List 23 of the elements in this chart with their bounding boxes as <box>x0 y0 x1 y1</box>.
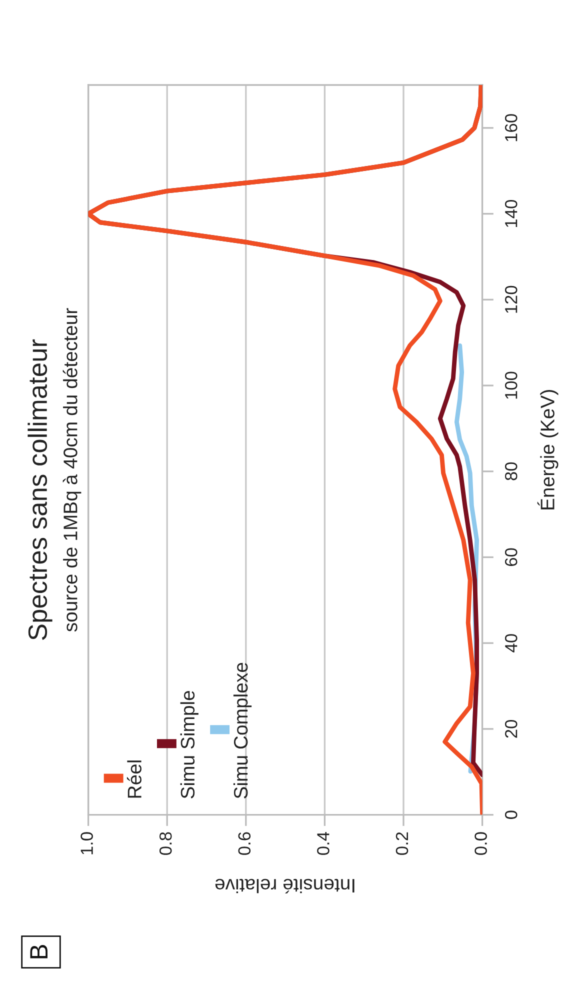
y-tick-label: 120 <box>504 286 518 313</box>
x-tick-label: 0.0 <box>474 832 487 855</box>
y-tick-label: 160 <box>504 114 518 142</box>
x-tick-label: 0.6 <box>238 832 251 855</box>
x-tick-label: 0.8 <box>159 832 172 855</box>
x-tick-label: 0.2 <box>396 832 408 855</box>
y-tick-label: 80 <box>504 462 518 480</box>
y-tick-label: 60 <box>504 548 518 566</box>
y-axis-title: Énergie (KeV) <box>537 390 558 510</box>
text: B <box>30 944 48 958</box>
x-tick-label: 0.4 <box>317 832 330 855</box>
x-tick-label: 1.0 <box>80 832 93 854</box>
y-tick-label: 40 <box>504 634 518 652</box>
x-axis-title: Intensité relative <box>215 878 354 894</box>
y-tick-label: 20 <box>504 720 518 738</box>
text: Spectres sans collimateur <box>28 339 52 640</box>
legend-label: Simu Complexe <box>233 662 252 798</box>
y-tick-label: 140 <box>504 200 518 227</box>
y-tick-label: 0 <box>504 810 518 819</box>
legend-label: Simu Simple <box>180 690 198 798</box>
y-tick-label: 100 <box>504 372 518 399</box>
text: source de 1MBq à 40cm du détecteur <box>62 308 82 632</box>
legend-label: Réel <box>126 760 142 798</box>
